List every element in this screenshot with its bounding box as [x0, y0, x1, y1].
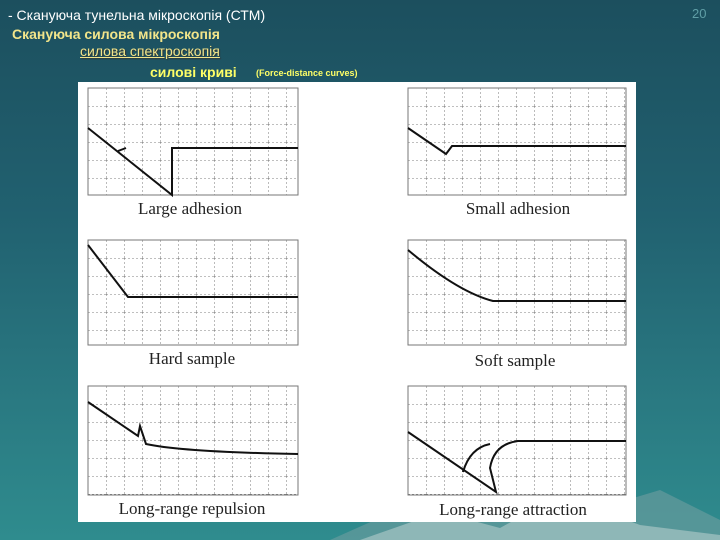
plot	[87, 385, 299, 496]
plot	[87, 239, 299, 346]
heading: - Скануюча тунельна мікроскопія (СТМ)	[8, 7, 266, 23]
plot	[407, 385, 627, 496]
heading-note: (Force-distance curves)	[256, 68, 358, 78]
caption: Long-range repulsion	[119, 499, 266, 518]
heading: силова спектроскопія	[80, 43, 220, 59]
caption: Small adhesion	[466, 199, 571, 218]
plot	[87, 87, 299, 198]
caption: Hard sample	[149, 349, 235, 368]
caption: Long-range attraction	[439, 500, 587, 519]
plot	[407, 87, 627, 196]
caption: Large adhesion	[138, 199, 243, 218]
page-number: 20	[692, 6, 707, 21]
heading: Скануюча силова мікроскопія	[12, 26, 220, 42]
caption: Soft sample	[475, 351, 556, 370]
plot	[407, 239, 627, 346]
heading: силові криві	[150, 64, 237, 80]
